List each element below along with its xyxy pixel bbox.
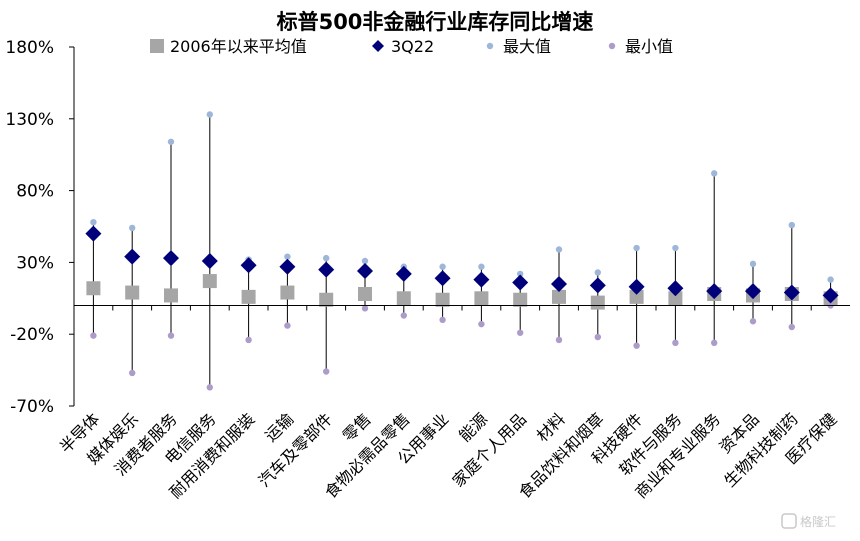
max-marker	[633, 244, 640, 252]
min-marker	[517, 329, 524, 336]
y-tick-label: -70%	[10, 397, 54, 417]
max-marker	[206, 111, 213, 118]
min-marker	[555, 336, 563, 344]
average-marker	[474, 291, 489, 306]
legend-swatch	[150, 39, 164, 53]
q3-2022-marker	[667, 280, 684, 297]
max-marker	[478, 263, 485, 270]
q3-2022-marker	[240, 257, 257, 274]
min-marker	[633, 342, 640, 349]
average-marker	[590, 295, 605, 310]
watermark-text: 格隆汇	[800, 514, 836, 529]
q3-2022-marker	[589, 277, 606, 294]
average-marker	[280, 285, 295, 300]
average-marker	[435, 292, 450, 307]
range-lines	[92, 114, 832, 388]
max-marker	[129, 224, 136, 232]
min-marker	[129, 369, 136, 377]
max-marker	[827, 276, 834, 283]
average-marker	[629, 289, 644, 304]
q3-2022-marker	[163, 250, 179, 267]
min-marker	[245, 336, 252, 344]
q3-2022-marker	[783, 284, 800, 301]
q3-2022-marker	[822, 287, 839, 304]
legend-swatch	[608, 42, 616, 50]
legend-swatch	[372, 40, 384, 52]
legend-label: 最大值	[503, 37, 551, 56]
average-marker	[164, 288, 178, 303]
q3-2022-marker	[395, 265, 412, 282]
legend-label: 最小值	[625, 37, 673, 56]
average-marker	[125, 285, 140, 300]
q3-2022-marker	[473, 271, 490, 288]
min-marker	[711, 339, 718, 347]
min-marker	[400, 312, 407, 319]
min-marker	[749, 318, 757, 325]
min-marker	[284, 322, 291, 329]
q3-2022-marker	[279, 258, 296, 275]
min-marker	[323, 368, 330, 375]
min-marker	[167, 332, 175, 339]
max-marker	[439, 263, 446, 270]
average-marker	[202, 274, 217, 289]
max-marker	[711, 170, 718, 177]
q3-2022-marker	[512, 274, 529, 291]
min-marker	[361, 305, 369, 312]
max-marker	[517, 270, 524, 278]
watermark: 格隆汇	[781, 513, 836, 529]
q3-2022-marker	[745, 283, 761, 300]
y-tick-label: 80%	[16, 182, 54, 202]
q3-2022-marker	[318, 261, 335, 278]
max-marker	[284, 253, 291, 260]
y-axis: 180% 130% 80% 30% -20% -70%	[5, 38, 75, 417]
average-marker	[396, 291, 411, 306]
min-marker	[439, 316, 446, 324]
legend-label: 2006年以来平均值	[170, 37, 307, 56]
watermark-logo-icon	[781, 513, 797, 529]
min-marker	[672, 339, 679, 347]
q3-2022-marker	[628, 278, 645, 295]
legend: 2006年以来平均值 3Q22 最大值 最小值	[150, 37, 673, 56]
legend-label: 3Q22	[391, 37, 434, 56]
max-marker	[361, 257, 369, 265]
y-tick-label: -20%	[10, 325, 54, 345]
data-marks	[85, 111, 839, 391]
average-marker	[358, 286, 372, 301]
max-marker	[788, 221, 795, 229]
q3-2022-marker	[551, 275, 567, 292]
min-marker	[206, 384, 213, 391]
min-marker	[478, 320, 485, 328]
max-marker	[749, 260, 757, 268]
y-tick-label: 30%	[16, 253, 54, 273]
min-marker	[594, 333, 601, 341]
max-marker	[90, 218, 97, 226]
average-marker	[241, 289, 256, 304]
chart-title: 标普500非金融行业库存同比增速	[277, 10, 594, 34]
q3-2022-marker	[434, 270, 451, 287]
max-marker	[167, 138, 175, 145]
average-marker	[668, 291, 683, 306]
legend-swatch	[486, 42, 494, 50]
average-marker	[86, 281, 101, 296]
min-marker	[90, 332, 97, 339]
average-marker	[513, 292, 528, 307]
q3-2022-marker	[357, 263, 373, 280]
max-marker	[323, 254, 330, 262]
q3-2022-marker	[124, 248, 141, 265]
max-marker	[555, 246, 563, 253]
min-marker	[788, 323, 795, 331]
y-tick-label: 180%	[5, 38, 54, 58]
q3-2022-marker	[706, 283, 723, 300]
max-marker	[594, 269, 601, 276]
y-tick-label: 130%	[5, 110, 54, 130]
q3-2022-marker	[85, 225, 102, 242]
average-marker	[552, 289, 566, 304]
average-marker	[319, 292, 334, 307]
q3-2022-marker	[201, 252, 218, 269]
max-marker	[672, 244, 679, 252]
